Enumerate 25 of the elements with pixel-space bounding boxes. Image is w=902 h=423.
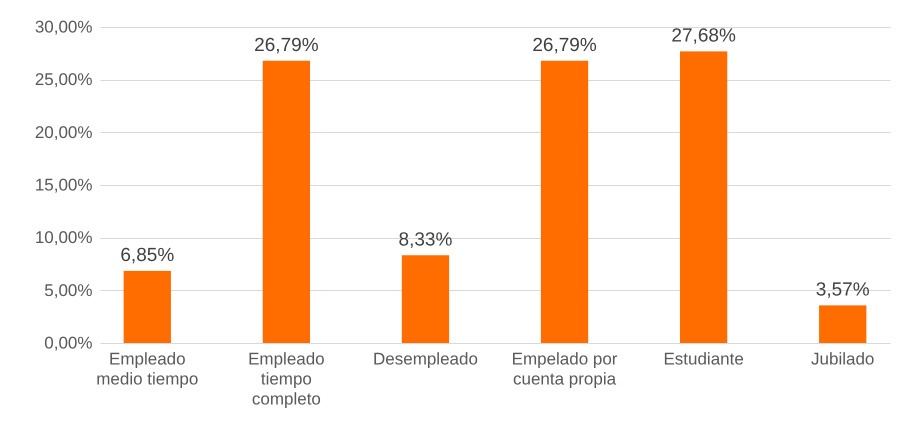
data-label: 6,85% [120, 244, 174, 266]
data-label: 3,57% [816, 279, 870, 300]
data-label: 8,33% [398, 229, 452, 250]
x-tick-label: Empelado por cuenta propia [512, 350, 618, 388]
bar [819, 305, 866, 343]
x-tick-label: Empleado medio tiempo [96, 350, 198, 388]
data-label: 26,79% [532, 34, 597, 56]
bar [540, 60, 588, 343]
x-tick-label: Empleado tiempo completo [248, 350, 325, 408]
y-tick-label: 20,00% [34, 122, 92, 142]
x-tick-label: Estudiante [663, 350, 744, 368]
y-tick-label: 30,00% [34, 18, 92, 36]
y-tick-label: 10,00% [34, 228, 92, 248]
y-tick-label: 5,00% [44, 280, 92, 300]
y-tick-label: 0,00% [44, 334, 92, 352]
data-label: 27,68% [671, 25, 736, 46]
bar [124, 270, 171, 343]
x-tick-label: Desempleado [373, 350, 478, 368]
data-label: 26,79% [254, 34, 319, 56]
y-tick-label: 15,00% [34, 176, 92, 194]
y-tick-label: 25,00% [34, 70, 92, 90]
bar [262, 60, 310, 343]
x-tick-label: Jubilado [811, 350, 874, 368]
bar [402, 255, 450, 343]
bar [680, 51, 728, 343]
